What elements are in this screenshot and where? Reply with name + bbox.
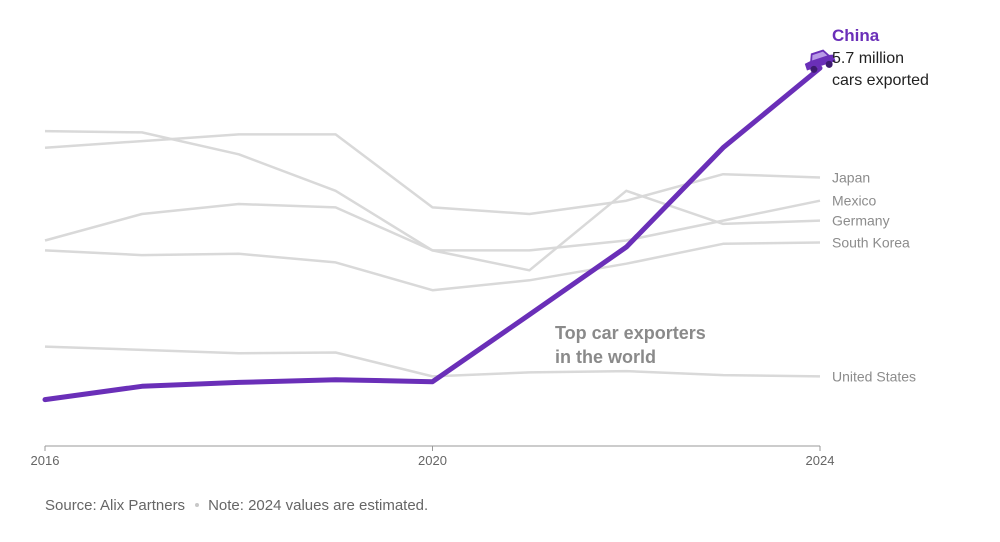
chart-annotation-line-1: Top car exporters (555, 323, 706, 343)
china-value-line-2: cars exported (832, 72, 929, 89)
x-tick-label-2020: 2020 (418, 453, 447, 468)
series-label-united-states: United States (832, 368, 916, 384)
x-tick-label-2016: 2016 (31, 453, 60, 468)
series-label-south-korea: South Korea (832, 235, 910, 251)
highlight-series-group (42, 65, 823, 403)
chart-footer: Source: Alix Partners Note: 2024 values a… (45, 497, 428, 514)
source-note: Source: Alix Partners (45, 497, 186, 514)
estimate-note: Note: 2024 values are estimated. (208, 497, 429, 514)
car-icon-wheel-1 (810, 65, 818, 73)
car-icon-body (804, 49, 836, 71)
series-label-germany: Germany (832, 213, 890, 229)
car-icon (804, 49, 836, 73)
china-label: China (832, 26, 880, 45)
series-labels: Japan Mexico Germany South Korea United Stat… (832, 170, 916, 385)
car-icon-window (812, 51, 828, 61)
chart-annotation-line-2: in the world (555, 347, 656, 367)
series-line-united-states (44, 345, 821, 378)
car-icon-wheel-2 (825, 60, 833, 68)
series-line-japan (44, 133, 821, 216)
series-line-south-korea (44, 241, 821, 292)
x-axis-ticks: 2016 2020 2024 (31, 446, 835, 468)
x-tick-label-2024: 2024 (806, 453, 835, 468)
series-label-japan: Japan (832, 170, 870, 186)
series-line-germany (44, 129, 821, 272)
series-label-mexico: Mexico (832, 193, 877, 209)
series-line-china (42, 65, 823, 403)
separator-dot (195, 502, 200, 507)
china-value-line-1: 5.7 million (832, 50, 904, 67)
